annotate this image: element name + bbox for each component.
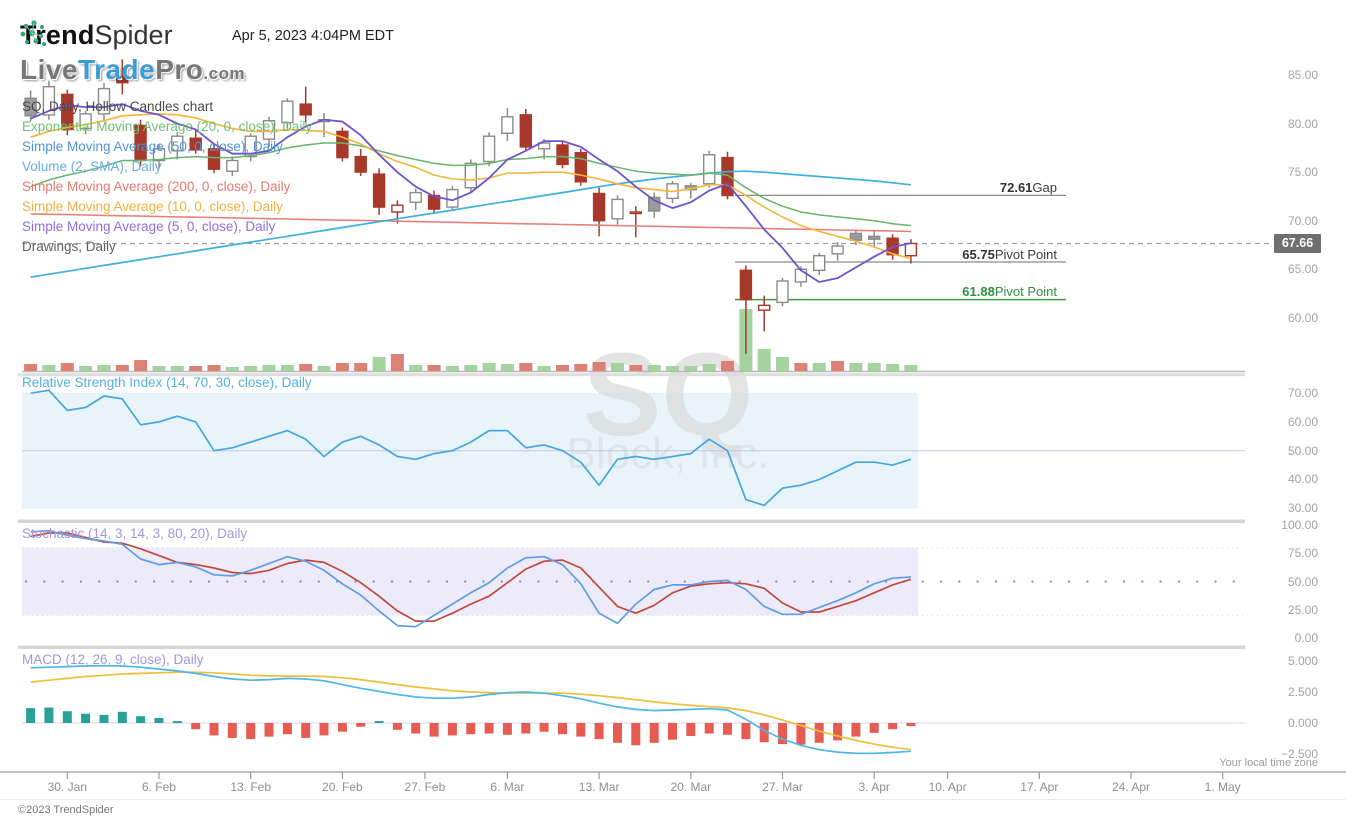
- price-tick: 60.00: [1287, 310, 1318, 325]
- stoch-k-line: [30, 529, 911, 628]
- chart-timestamp: Apr 5, 2023 4:04PM EDT: [232, 28, 394, 44]
- macd-tick: 2.500: [1287, 685, 1318, 699]
- price-tick: 85.00: [1287, 68, 1318, 82]
- legend-sma50[interactable]: Simple Moving Average (50, 0, close), Da…: [22, 139, 283, 154]
- trendspider-logo-icon: [20, 20, 46, 46]
- brand-light: Spider: [94, 20, 173, 50]
- gap-annotation[interactable]: 72.61Gap: [999, 180, 1057, 195]
- rsi-tick: 40.00: [1287, 472, 1318, 487]
- stoch-tick: 100.00: [1281, 518, 1318, 533]
- svg-text:SQ: SQ: [583, 329, 754, 461]
- macd-tick: 5.000: [1287, 654, 1318, 668]
- date-tick: 6. Feb: [141, 780, 176, 794]
- chart-title: SQ, Daily, Hollow Candles chart: [22, 99, 214, 114]
- date-tick: 13. Feb: [230, 780, 272, 794]
- macd-pane-title[interactable]: MACD (12, 26, 9, close), Daily: [22, 652, 204, 667]
- pivot-upper-annotation[interactable]: 65.75Pivot Point: [962, 247, 1057, 262]
- date-tick: 27. Mar: [762, 780, 803, 794]
- ema20-line: [30, 142, 911, 227]
- timezone-note[interactable]: Your local time zone: [1219, 757, 1318, 769]
- legend-volume[interactable]: Volume (2, SMA), Daily: [22, 159, 162, 174]
- date-tick: 3. Apr: [858, 780, 890, 794]
- price-levels[interactable]: [22, 194, 1272, 301]
- stoch-tick: 50.00: [1287, 574, 1318, 589]
- legend-ema20[interactable]: Exponential Moving Average (20, 0, close…: [22, 119, 313, 134]
- date-tick: 27. Feb: [404, 780, 446, 794]
- date-tick: 30. Jan: [47, 780, 87, 794]
- copyright: ©2023 TrendSpider: [18, 804, 114, 816]
- stoch-tick: 0.00: [1294, 631, 1318, 645]
- sma50-line: [30, 170, 911, 278]
- date-tick: 13. Mar: [578, 780, 620, 794]
- livetradepro-watermark: LiveTradePro.com: [20, 54, 246, 85]
- stoch-band: [22, 547, 1245, 616]
- date-tick: 6. Mar: [490, 780, 525, 794]
- date-tick: 10. Apr: [928, 780, 967, 794]
- x-axis[interactable]: [0, 771, 1346, 779]
- symbol-watermark: SQ Block, Inc.: [567, 329, 770, 478]
- svg-text:Block, Inc.: Block, Inc.: [567, 429, 770, 478]
- pivot-lower-annotation[interactable]: 61.88Pivot Point: [962, 284, 1057, 299]
- rsi-line: [30, 389, 912, 507]
- price-tick: 65.00: [1287, 262, 1318, 277]
- trendspider-logo[interactable]: TrendSpider: [20, 20, 173, 51]
- candlesticks: [24, 59, 918, 354]
- price-tick: 75.00: [1287, 165, 1318, 180]
- legend-sma200[interactable]: Simple Moving Average (200, 0, close), D…: [22, 179, 291, 194]
- rsi-pane-title[interactable]: Relative Strength Index (14, 70, 30, clo…: [22, 375, 312, 390]
- macd-tick: 0.000: [1287, 716, 1318, 730]
- stoch-tick: 25.00: [1287, 602, 1318, 617]
- legend-sma5[interactable]: Simple Moving Average (5, 0, close), Dai…: [22, 219, 276, 234]
- legend-drawings[interactable]: Drawings, Daily: [22, 239, 116, 254]
- stoch-pane-title[interactable]: Stochastic (14, 3, 14, 3, 80, 20), Daily: [22, 526, 248, 541]
- stoch-tick: 75.00: [1287, 546, 1318, 561]
- sma5-line: [30, 103, 912, 283]
- volume-bars: [24, 309, 918, 371]
- date-tick: 17. Apr: [1020, 780, 1059, 794]
- macd-histogram: [26, 707, 916, 746]
- rsi-tick: 70.00: [1287, 386, 1318, 401]
- rsi-tick: 60.00: [1287, 414, 1318, 429]
- date-tick: 1. May: [1204, 780, 1241, 794]
- legend-sma10[interactable]: Simple Moving Average (10, 0, close), Da…: [22, 199, 283, 214]
- price-tick: 80.00: [1287, 116, 1318, 131]
- pane-separators: [0, 370, 1346, 800]
- macd-line: [30, 664, 911, 755]
- macd-tick: −2.500: [1280, 747, 1318, 761]
- sma10-line: [30, 113, 912, 260]
- rsi-tick: 30.00: [1287, 501, 1318, 516]
- last-price-badge: 67.66: [1274, 233, 1321, 253]
- stoch-midline-dots: [24, 580, 1235, 583]
- date-tick: 20. Mar: [670, 780, 712, 794]
- price-tick: 70.00: [1287, 213, 1318, 228]
- date-tick: 24. Apr: [1111, 780, 1151, 794]
- macd-signal-line: [30, 671, 912, 751]
- rsi-tick: 50.00: [1287, 443, 1318, 458]
- date-tick: 20. Feb: [322, 780, 363, 794]
